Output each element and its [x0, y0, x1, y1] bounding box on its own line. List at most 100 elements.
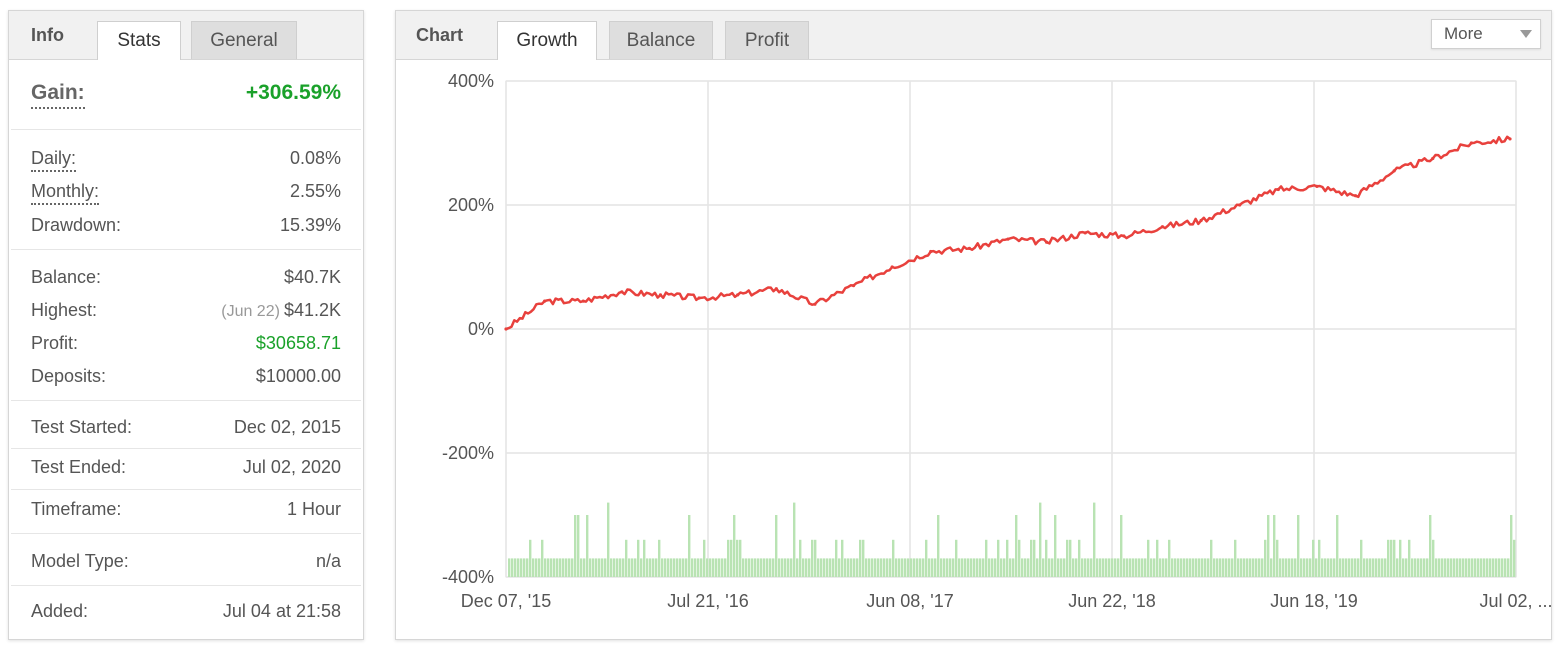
volume-bar [1123, 558, 1126, 577]
volume-bar [589, 558, 592, 577]
volume-bar [1330, 558, 1333, 577]
volume-bar [1120, 515, 1123, 577]
volume-bar [1051, 558, 1054, 577]
profit-label: Profit: [31, 333, 79, 353]
volume-bar [1213, 558, 1216, 577]
growth-point [658, 293, 663, 297]
volume-bar [1189, 558, 1192, 577]
x-tick-label: Jul 02, ... [1479, 591, 1551, 611]
volume-bar [646, 558, 649, 577]
growth-point [697, 296, 701, 300]
volume-bar [1384, 558, 1387, 577]
volume-bar [907, 558, 910, 577]
volume-bar [1021, 558, 1024, 577]
volume-bar [739, 539, 742, 577]
growth-chart: 400% 200% 0% -200% -400% Dec 07, '15 Jul 21, '… [442, 71, 1551, 611]
monthly-label[interactable]: Monthly: [31, 181, 100, 205]
volume-bar [652, 558, 655, 577]
volume-bar [973, 558, 976, 577]
test-ended-row: Test Ended: Jul 02, 2020 [31, 457, 341, 481]
divider [11, 400, 361, 401]
volume-bar [610, 558, 613, 577]
volume-bar [802, 558, 805, 577]
volume-bar [1048, 558, 1051, 577]
volume-bar [928, 558, 931, 577]
volume-bar [718, 558, 721, 577]
volume-bar [1126, 558, 1129, 577]
volume-bar [622, 558, 625, 577]
volume-bar [514, 558, 517, 577]
volume-bar [835, 539, 838, 577]
volume-bar [1225, 558, 1228, 577]
volume-bar [1171, 558, 1174, 577]
growth-point [890, 265, 894, 269]
y-tick-label: -200% [442, 443, 494, 463]
volume-bar [580, 558, 583, 577]
added-label: Added: [31, 601, 89, 621]
volume-bar [691, 558, 694, 577]
volume-bar [1027, 558, 1030, 577]
volume-bar [760, 558, 763, 577]
volume-bar [1285, 558, 1288, 577]
volume-bar [1414, 558, 1417, 577]
volume-bar [958, 558, 961, 577]
volume-bar [637, 539, 640, 577]
tab-general[interactable]: General [191, 21, 297, 59]
volume-bar [616, 558, 619, 577]
volume-bar [805, 558, 808, 577]
volume-bar [988, 558, 991, 577]
volume-bar [1135, 558, 1138, 577]
volume-bar [769, 558, 772, 577]
volume-bar [979, 558, 982, 577]
volume-bar [877, 558, 880, 577]
volume-bar [1468, 558, 1471, 577]
volume-bar [874, 558, 877, 577]
volume-bar [913, 558, 916, 577]
tab-stats[interactable]: Stats [97, 21, 181, 60]
tab-balance[interactable]: Balance [609, 21, 713, 59]
volume-bar [1477, 558, 1480, 577]
volume-bar [1066, 539, 1069, 577]
tab-growth[interactable]: Growth [497, 21, 597, 60]
volume-bar [520, 558, 523, 577]
volume-bar [694, 558, 697, 577]
volume-bar [1264, 539, 1267, 577]
volume-bar [1243, 558, 1246, 577]
volume-bar [976, 558, 979, 577]
volume-bar [574, 515, 577, 577]
monthly-value: 2.55% [289, 181, 341, 201]
daily-label[interactable]: Daily: [31, 148, 77, 172]
y-tick-label: 0% [468, 319, 494, 339]
volume-bar [1207, 558, 1210, 577]
volume-bar [823, 558, 826, 577]
growth-point [1276, 187, 1280, 192]
gain-label[interactable]: Gain: [31, 81, 85, 109]
volume-bar [1144, 558, 1147, 577]
volume-bar [529, 539, 532, 577]
volume-bar [772, 558, 775, 577]
volume-bar [1192, 558, 1195, 577]
volume-bar [1402, 558, 1405, 577]
volume-bar [706, 558, 709, 577]
volume-bar [1294, 558, 1297, 577]
test-ended-value: Jul 02, 2020 [242, 457, 341, 477]
volume-bar [1336, 515, 1339, 577]
volume-bar [1315, 558, 1318, 577]
volume-bar [847, 558, 850, 577]
info-tabbar: Info Stats General [9, 11, 363, 60]
volume-bar [808, 558, 811, 577]
volume-bar [1132, 558, 1135, 577]
volume-bar [892, 539, 895, 577]
volume-bar [1324, 558, 1327, 577]
volume-bar [880, 558, 883, 577]
more-dropdown[interactable]: More [1431, 19, 1541, 49]
volume-bar [604, 558, 607, 577]
divider [11, 448, 361, 449]
volume-bar [934, 558, 937, 577]
volume-bar [1360, 539, 1363, 577]
volume-bar [1393, 539, 1396, 577]
volume-bar [1396, 558, 1399, 577]
volume-bar [790, 558, 793, 577]
volume-bar [1114, 558, 1117, 577]
tab-profit[interactable]: Profit [725, 21, 809, 59]
